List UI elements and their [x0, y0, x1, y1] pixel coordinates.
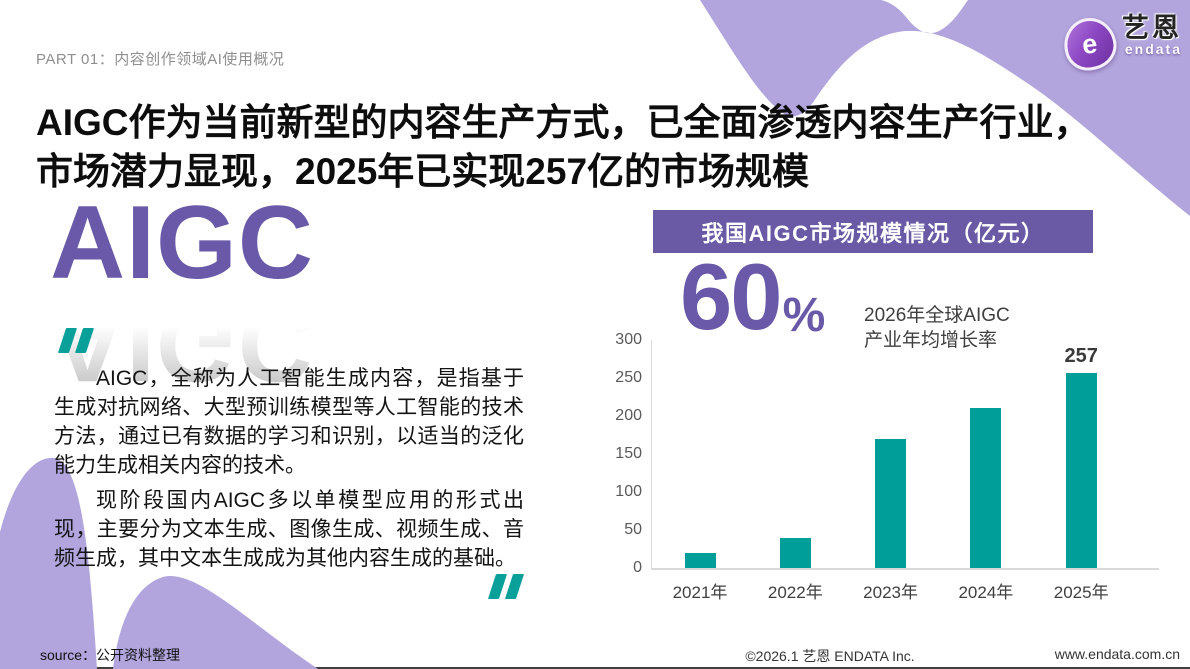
- x-axis-tick: 2022年: [767, 583, 823, 602]
- y-axis-tick: 150: [615, 445, 642, 462]
- x-axis-line: [651, 568, 1159, 570]
- chart-title-banner: 我国AIGC市场规模情况（亿元）: [653, 210, 1093, 253]
- aigc-word: AIGC: [50, 185, 314, 301]
- y-axis-line: [651, 340, 652, 568]
- y-axis-tick: 0: [633, 559, 642, 576]
- growth-value: 60: [680, 244, 783, 349]
- part-label: PART 01：内容创作领域AI使用概况: [36, 51, 285, 68]
- y-axis-tick: 250: [615, 369, 642, 386]
- website-text: www.endata.com.cn: [1054, 646, 1180, 662]
- bar-2021年: [684, 553, 716, 568]
- endata-e-badge-icon: e: [1058, 12, 1122, 76]
- close-quote-icon: [487, 574, 525, 599]
- x-axis-tick: 2021年: [672, 583, 728, 602]
- logo-brand-cn: 艺恩: [1122, 13, 1182, 43]
- open-quote-icon: [57, 328, 95, 353]
- bar-2022年: [779, 538, 811, 568]
- copyright-text: ©2026.1 艺恩 ENDATA Inc.: [745, 648, 915, 664]
- y-axis-tick: 100: [615, 483, 642, 500]
- growth-caption-line1: 2026年全球AIGC: [864, 305, 1010, 326]
- bar-2023年: [875, 439, 907, 568]
- x-axis-tick: 2025年: [1053, 583, 1109, 602]
- bar-2024年: [970, 408, 1002, 568]
- y-axis-tick: 300: [615, 331, 642, 348]
- bar-2025年: [1065, 373, 1097, 568]
- status-paragraph: 现阶段国内AIGC多以单模型应用的形式出现，主要分为文本生成、图像生成、视频生成…: [54, 489, 524, 570]
- y-axis-tick: 200: [615, 407, 642, 424]
- growth-caption: 2026年全球AIGC 产业年均增长率: [864, 303, 1010, 353]
- bar-value-label: 257: [1064, 345, 1098, 367]
- footer-divider: [0, 667, 1190, 669]
- logo-glyph: e: [1080, 27, 1099, 60]
- x-axis-tick: 2024年: [958, 583, 1014, 602]
- logo-text: 艺恩 endata: [1122, 13, 1182, 57]
- growth-caption-line2: 产业年均增长率: [864, 330, 998, 351]
- aigc-display: AIGC AIGC: [50, 185, 314, 402]
- source-note: source：公开资料整理: [40, 647, 181, 663]
- growth-unit: %: [782, 288, 826, 342]
- market-size-bar-chart: 0 50 100 150 200 250 300 2021年 2022年 2023年 2024年 20…: [612, 331, 1172, 608]
- logo-brand-en: endata: [1124, 40, 1182, 57]
- page-title: AIGC作为当前新型的内容生产方式，已全面渗透内容生产行业，市场潜力显现，202…: [36, 102, 1091, 193]
- endata-logo: e 艺恩 endata: [1058, 12, 1182, 76]
- y-axis-tick: 50: [624, 521, 642, 538]
- definition-paragraph: AIGC，全称为人工智能生成内容，是指基于生成对抗网络、大型预训练模型等人工智能…: [54, 367, 524, 477]
- growth-highlight: 60 %: [680, 244, 826, 349]
- x-axis-tick: 2023年: [863, 583, 918, 602]
